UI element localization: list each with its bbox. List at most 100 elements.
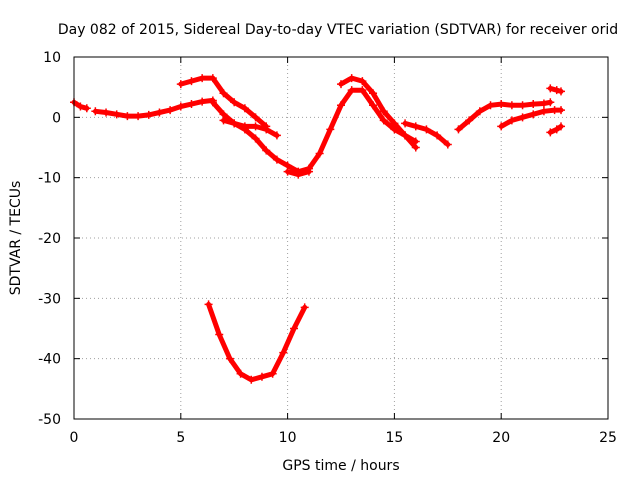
data-point <box>219 89 228 98</box>
data-point <box>379 107 388 116</box>
data-point <box>546 84 555 93</box>
data-point <box>411 143 420 152</box>
data-point <box>166 106 175 115</box>
grid-layer <box>74 57 608 419</box>
data-point <box>240 122 249 131</box>
data-point <box>337 101 345 110</box>
data-layer <box>70 74 566 384</box>
data-point <box>443 140 452 149</box>
data-point <box>76 102 85 111</box>
data-point <box>337 80 345 89</box>
x-tick-label: 5 <box>176 430 185 446</box>
data-point <box>557 87 566 96</box>
data-point <box>379 116 388 125</box>
x-tick-label: 10 <box>279 430 297 446</box>
data-point <box>326 125 335 134</box>
data-point <box>529 100 538 109</box>
data-point <box>91 107 100 116</box>
x-tick-label: 25 <box>599 430 617 446</box>
data-point <box>225 354 234 363</box>
y-tick-label: -30 <box>38 291 61 307</box>
data-point <box>236 369 245 378</box>
data-point <box>539 107 548 116</box>
data-point <box>300 303 309 312</box>
data-point <box>262 125 271 134</box>
data-point <box>557 106 566 115</box>
data-point <box>198 97 207 106</box>
data-point <box>401 119 410 128</box>
y-axis-label: SDTVAR / TECUs <box>8 181 24 296</box>
data-point <box>251 122 260 131</box>
data-point <box>401 131 410 140</box>
y-tick-label: -20 <box>38 231 61 247</box>
x-tick-label: 0 <box>70 430 79 446</box>
data-point <box>290 324 299 333</box>
data-point <box>155 108 164 117</box>
data-point <box>247 375 256 384</box>
series-line-track-3 <box>210 87 419 175</box>
data-point <box>465 116 474 125</box>
y-tick-label: -10 <box>38 171 61 187</box>
y-tick-label: 0 <box>52 110 61 126</box>
data-point <box>187 77 196 86</box>
data-point <box>518 113 527 122</box>
data-point <box>557 122 566 131</box>
y-tick-label: 10 <box>43 50 61 66</box>
data-point <box>358 77 367 86</box>
data-point <box>347 86 356 95</box>
data-point <box>251 113 260 122</box>
data-point <box>497 100 506 109</box>
series-line-track-10 <box>498 107 564 129</box>
data-point <box>144 110 153 119</box>
series-line-track-13 <box>206 301 308 383</box>
data-point <box>552 125 561 134</box>
data-point <box>187 100 196 109</box>
data-point <box>518 101 527 110</box>
data-point <box>268 369 277 378</box>
data-point <box>422 125 431 134</box>
data-point <box>283 167 292 176</box>
data-point <box>539 99 548 108</box>
data-point <box>102 108 111 117</box>
data-point <box>219 116 228 125</box>
data-point <box>486 101 495 110</box>
data-point <box>208 74 217 83</box>
x-tick-label: 15 <box>385 430 403 446</box>
data-point <box>552 86 561 95</box>
data-point <box>433 131 442 140</box>
y-tick-label: -40 <box>38 352 61 368</box>
data-point <box>272 155 281 164</box>
x-tick-label: 20 <box>492 430 510 446</box>
data-point <box>262 146 271 155</box>
data-point <box>208 98 217 107</box>
data-point <box>390 119 399 128</box>
data-point <box>315 149 324 158</box>
data-point <box>176 80 185 89</box>
data-point <box>507 101 516 110</box>
data-point <box>134 112 143 121</box>
data-point <box>257 372 266 381</box>
data-point <box>279 348 288 357</box>
data-point <box>475 107 484 116</box>
data-point <box>529 110 538 119</box>
data-point <box>82 104 91 113</box>
data-point <box>251 134 260 143</box>
data-point <box>358 86 367 95</box>
y-tick-label: -50 <box>38 412 61 428</box>
data-point <box>304 167 313 176</box>
data-point <box>272 131 281 140</box>
data-point <box>230 98 239 107</box>
data-point <box>230 119 239 128</box>
data-point <box>198 74 207 83</box>
data-point <box>112 110 121 119</box>
data-point <box>497 122 506 131</box>
series-line-track-9 <box>456 99 553 132</box>
data-point <box>204 300 213 309</box>
data-point <box>546 98 555 107</box>
data-point <box>411 122 420 131</box>
data-point <box>369 101 378 110</box>
data-point <box>240 104 249 113</box>
data-point <box>507 116 516 125</box>
data-point <box>369 89 378 98</box>
